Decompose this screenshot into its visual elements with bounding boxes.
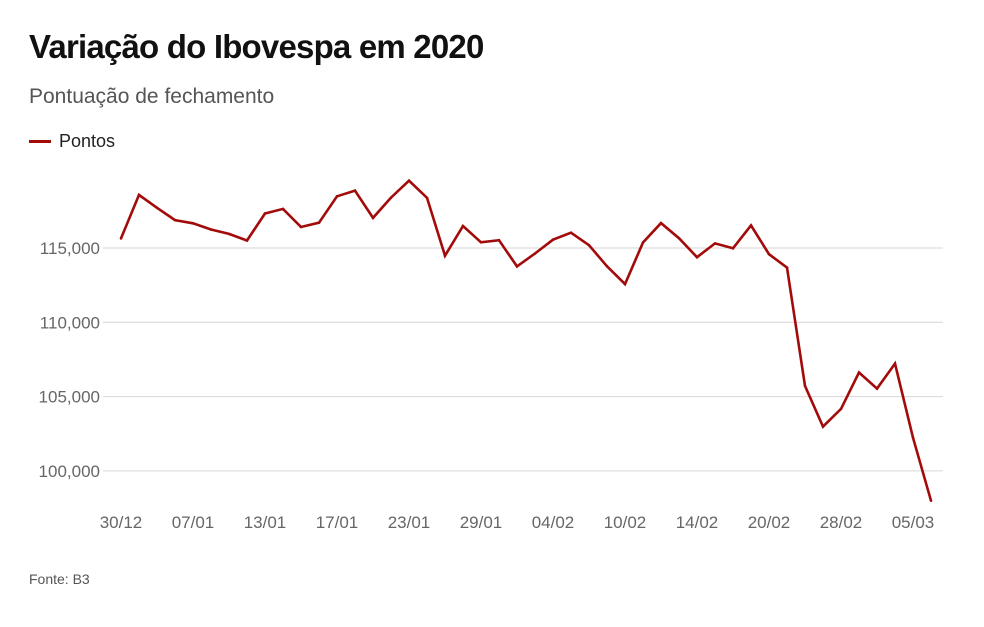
x-tick-label: 28/02 [820,513,863,532]
data-point: 27/01: 114482 [443,254,447,257]
data-point: 17/02: 115309 [713,242,717,245]
data-point: 27/02: 102984 [821,425,825,428]
data-point: 19/02: 116518 [749,224,753,227]
chart-title: Variação do Ibovespa em 2020 [29,28,484,65]
data-point: 06/01: 116878 [173,218,177,222]
legend-swatch [29,140,51,143]
x-tick-label: 05/03 [892,513,935,532]
x-tick-label: 17/01 [316,513,359,532]
data-point: 02/03: 106625 [857,371,861,374]
data-point: 29/01: 115385 [479,240,483,244]
data-point: 30/01: 115528 [497,238,501,242]
data-point: 21/02: 113681 [785,266,789,269]
data-point: 13/01: 117325 [263,212,267,215]
data-point: 24/01: 118376 [425,196,429,200]
data-point: 31/01: 113761 [515,265,519,268]
data-point: 20/02: 114586 [767,252,771,256]
data-point: 03/02: 114629 [533,252,537,255]
data-point: 28/01: 116479 [461,224,465,228]
data-point: 05/03: 102233 [911,436,915,440]
data-point: 08/01: 116247 [209,228,213,231]
data-point: 04/03: 107224 [893,362,897,365]
y-tick-label: 105,000 [39,388,100,407]
data-point: 14/02: 114381 [695,255,699,259]
x-tick-label: 30/12 [100,513,143,532]
data-point: 16/01: 116704 [317,221,321,224]
data-point: 10/02: 112571 [623,282,627,286]
x-tick-label: 10/02 [604,513,647,532]
data-point: 17/01: 118478 [335,195,339,198]
data-point: 11/02: 115371 [641,241,645,244]
data-point: 04/02: 115557 [551,238,555,242]
y-tick-label: 110,000 [40,313,100,332]
data-point: 30/12: 115645 [119,237,123,240]
data-point: 06/03: 97997 [929,499,933,502]
data-point: 28/02: 104172 [839,407,843,411]
data-point: 02/01: 118573 [137,193,141,197]
x-tick-label: 14/02 [676,513,719,532]
data-point: 23/01: 119528 [407,179,411,183]
data-point: 14/01: 117632 [281,207,285,211]
x-tick-label: 07/01 [172,513,215,532]
data-point: 22/01: 118391 [389,196,393,199]
data-point: 20/01: 118862 [353,189,357,192]
data-point: 13/02: 115662 [677,236,681,240]
data-point: 26/02: 105718 [803,384,807,388]
x-tick-label: 13/01 [244,513,287,532]
x-tick-label: 04/02 [532,513,575,532]
legend: Pontos [29,131,115,152]
data-point: 09/01: 115947 [227,232,231,236]
source-note: Fonte: B3 [29,571,90,587]
data-point: 12/02: 116674 [659,221,663,225]
data-point: 07/01: 116662 [191,222,195,225]
x-tick-label: 29/01 [460,513,503,532]
data-point: 03/01: 117707 [155,206,159,210]
data-point: 06/02: 115190 [587,243,591,247]
series-line [119,178,933,502]
data-point: 15/01: 116414 [299,225,303,229]
y-tick-label: 115,000 [40,239,100,258]
data-point: 05/02: 116028 [569,231,573,235]
data-point: 21/01: 117026 [371,216,375,220]
data-point: 18/02: 114977 [731,247,735,250]
data-point: 03/03: 105537 [875,387,879,390]
data-point: 07/02: 113770 [605,264,609,268]
x-tick-label: 23/01 [388,513,431,532]
legend-label: Pontos [59,131,116,151]
y-tick-label: 100,000 [39,462,100,481]
x-tick-label: 20/02 [748,513,791,532]
data-point: 10/01: 115503 [245,239,249,242]
chart-subtitle: Pontuação de fechamento [29,85,275,108]
